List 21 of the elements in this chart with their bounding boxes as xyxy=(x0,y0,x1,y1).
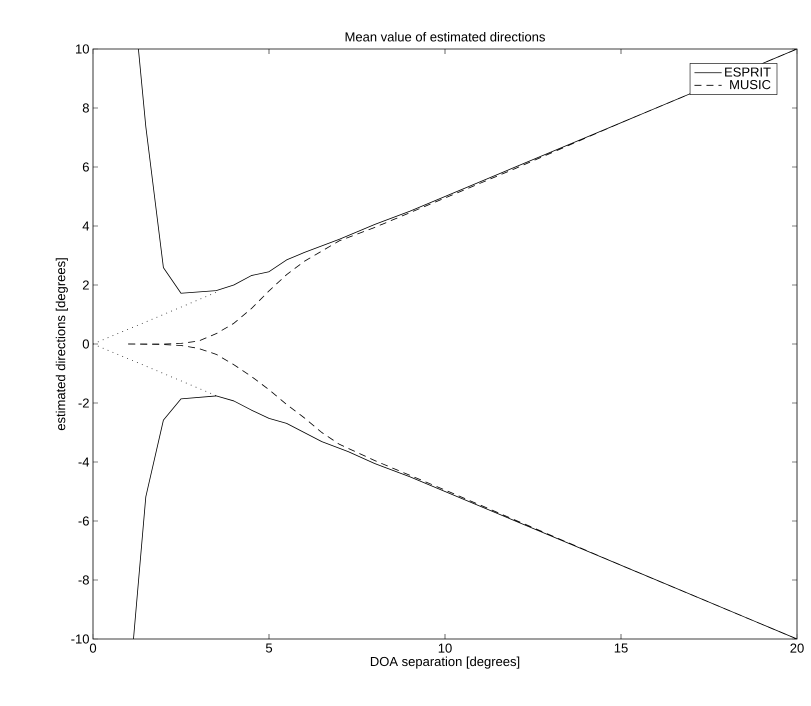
x-tick-label: 15 xyxy=(614,644,628,653)
legend-label: MUSIC xyxy=(730,80,771,90)
chart-title: Mean value of estimated directions xyxy=(346,32,545,42)
y-axis-title: estimated directions [degrees] xyxy=(56,258,68,430)
y-tick-label: 6 xyxy=(82,162,89,172)
y-tick-label: 8 xyxy=(82,103,89,113)
y-tick-label: -4 xyxy=(78,458,90,466)
x-axis-title: DOA separation [degrees] xyxy=(370,656,520,669)
y-tick-label: -2 xyxy=(78,398,89,408)
y-tick-label: -10 xyxy=(71,634,89,644)
legend-label: ESPRIT xyxy=(725,67,771,77)
x-tick-label: 10 xyxy=(438,644,452,653)
y-tick-label: 4 xyxy=(82,222,90,230)
x-tick-label: 20 xyxy=(790,644,804,653)
y-tick-label: -8 xyxy=(78,575,89,585)
y-tick-label: 0 xyxy=(82,339,89,349)
y-tick-label: 10 xyxy=(76,44,89,54)
x-tick-label: 0 xyxy=(90,644,96,653)
x-tick-label: 5 xyxy=(266,644,272,653)
y-tick-label: -6 xyxy=(78,516,89,526)
y-tick-label: 2 xyxy=(82,280,89,290)
